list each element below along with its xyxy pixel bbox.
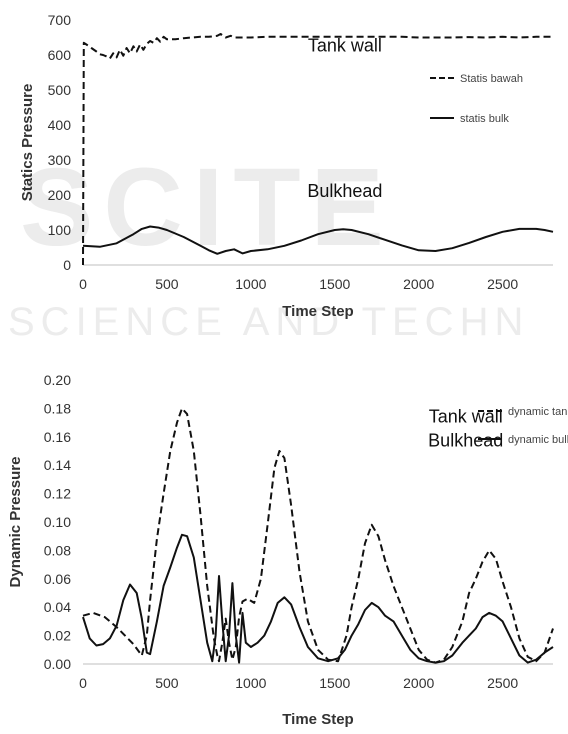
static-series-line-solid	[82, 225, 554, 255]
static-legend-label: statis bulk	[460, 113, 509, 125]
dynamic-x-tick-label: 2500	[487, 675, 518, 691]
static-annotation: Tank wall	[308, 36, 382, 56]
static-x-tick-label: 1000	[235, 276, 266, 292]
dynamic-y-tick-label: 0.12	[44, 486, 71, 502]
dynamic-x-tick-label: 1000	[235, 675, 266, 691]
static-y-tick-label: 700	[48, 12, 72, 28]
static-x-tick-label: 0	[79, 276, 87, 292]
static-y-tick-label: 600	[48, 47, 72, 63]
static-series-line-dashed	[82, 33, 553, 266]
static-y-axis-title: Statics Pressure	[19, 84, 36, 202]
dynamic-legend-label: dynamic tank wall	[508, 406, 568, 418]
dynamic-y-tick-label: 0.06	[44, 571, 71, 587]
static-y-tick-label: 500	[48, 82, 72, 98]
dynamic-y-tick-label: 0.04	[44, 599, 71, 615]
watermark: SCITE SCIENCE AND TECHN	[8, 146, 529, 344]
static-x-tick-label: 1500	[319, 276, 350, 292]
dynamic-series-line-solid	[82, 533, 554, 664]
dynamic-y-tick-label: 0.14	[44, 457, 71, 473]
static-legend-label: Statis bawah	[460, 73, 523, 85]
dynamic-annotation: Tank wall	[429, 407, 503, 427]
static-y-tick-label: 300	[48, 152, 72, 168]
dynamic-y-tick-label: 0.02	[44, 628, 71, 644]
static-x-tick-label: 2000	[403, 276, 434, 292]
dynamic-x-axis-title: Time Step	[282, 711, 353, 728]
dynamic-x-tick-label: 1500	[319, 675, 350, 691]
dynamic-series-line-dashed	[82, 407, 554, 664]
dynamic-pressure-chart: 0.00 0.02 0.04 0.06 0.08 0.10 0.12 0.14 0.16 0.18…	[7, 372, 568, 728]
dynamic-y-axis-title: Dynamic Pressure	[7, 457, 24, 588]
dynamic-x-tick-label: 2000	[403, 675, 434, 691]
dynamic-y-tick-label: 0.00	[44, 656, 71, 672]
watermark-small-text: SCIENCE AND TECHN	[8, 300, 529, 344]
static-y-tick-label: 0	[63, 257, 71, 273]
dynamic-y-tick-label: 0.18	[44, 400, 71, 416]
dynamic-y-tick-label: 0.16	[44, 429, 71, 445]
dynamic-y-tick-label: 0.10	[44, 514, 71, 530]
dynamic-annotation: Bulkhead	[428, 431, 503, 451]
static-x-tick-label: 500	[155, 276, 179, 292]
static-y-tick-label: 400	[48, 117, 72, 133]
dynamic-x-tick-label: 0	[79, 675, 87, 691]
static-x-tick-label: 2500	[487, 276, 518, 292]
dynamic-y-tick-label: 0.08	[44, 542, 71, 558]
dynamic-x-tick-label: 500	[155, 675, 179, 691]
dynamic-legend-label: dynamic bulkhead	[508, 434, 568, 446]
watermark-large-text: SCITE	[20, 146, 394, 269]
dynamic-y-tick-label: 0.20	[44, 372, 71, 388]
static-y-tick-label: 100	[48, 222, 72, 238]
static-pressure-chart: 0 100 200 300 400 500 600 700 0 500 1000 1500 2000 25…	[19, 12, 554, 320]
static-x-axis-title: Time Step	[282, 303, 353, 320]
static-annotation: Bulkhead	[307, 181, 382, 201]
static-y-tick-label: 200	[48, 187, 72, 203]
